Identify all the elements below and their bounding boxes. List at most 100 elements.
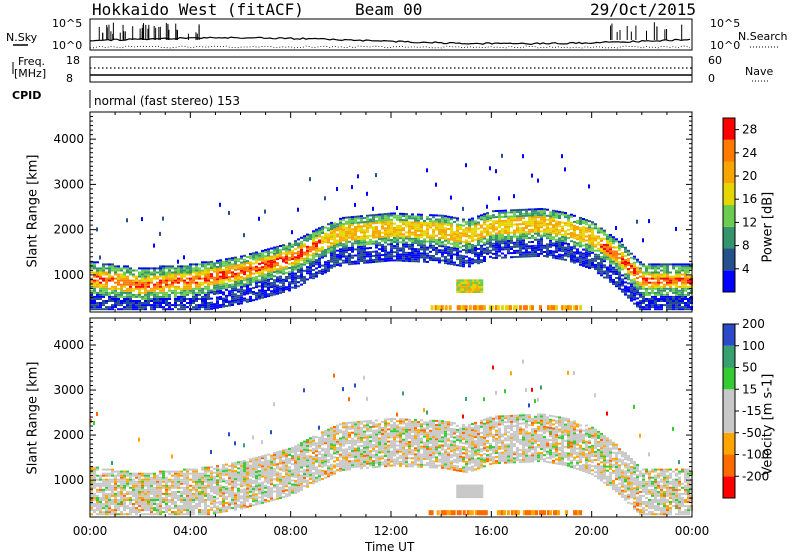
echo-cell <box>249 284 252 286</box>
echo-cell <box>387 223 390 225</box>
echo-cell <box>462 255 465 257</box>
echo-cell <box>345 257 348 259</box>
echo-cell <box>360 225 363 227</box>
echo-cell <box>300 253 303 255</box>
echo-cell <box>471 224 474 226</box>
echo-cell <box>357 248 360 250</box>
echo-cell <box>144 304 147 306</box>
echo-cell <box>414 258 417 260</box>
sparse-echo <box>495 169 497 173</box>
echo-cell <box>120 302 123 304</box>
echo-cell <box>336 254 339 256</box>
echo-cell <box>654 302 657 304</box>
echo-cell <box>132 473 135 475</box>
echo-cell <box>423 244 426 246</box>
echo-cell <box>327 242 330 244</box>
echo-cell <box>474 245 477 247</box>
echo-cell <box>450 231 453 233</box>
echo-cell <box>618 245 621 247</box>
echo-cell <box>117 495 120 497</box>
echo-cell <box>252 299 255 301</box>
echo-cell <box>552 220 555 222</box>
echo-cell <box>282 259 285 261</box>
echo-cell <box>456 250 459 252</box>
echo-cell <box>336 225 339 227</box>
echo-cell <box>294 285 297 287</box>
echo-cell <box>588 241 591 243</box>
echo-cell <box>348 216 351 218</box>
echo-cell <box>210 478 213 480</box>
echo-cell <box>591 242 594 244</box>
echo-cell <box>444 260 447 262</box>
echo-cell <box>153 272 156 274</box>
echo-cell <box>639 304 642 306</box>
echo-cell <box>285 258 288 260</box>
echo-cell <box>168 493 171 495</box>
echo-cell <box>675 263 678 265</box>
echo-cell <box>333 261 336 263</box>
echo-cell <box>594 237 597 239</box>
echo-cell <box>264 276 267 278</box>
echo-cell <box>96 286 99 288</box>
echo-cell <box>156 487 159 489</box>
echo-cell <box>198 501 201 503</box>
echo-cell <box>486 220 489 222</box>
echo-cell <box>150 489 153 491</box>
echo-cell <box>438 237 441 239</box>
echo-cell <box>123 274 126 276</box>
echo-cell <box>408 221 411 223</box>
echo-cell <box>519 213 522 215</box>
echo-cell <box>591 229 594 231</box>
echo-cell <box>471 252 474 254</box>
echo-cell <box>510 216 513 218</box>
echo-cell <box>423 249 426 251</box>
echo-cell <box>267 293 270 295</box>
echo-cell <box>633 288 636 290</box>
echo-cell <box>627 264 630 266</box>
echo-cell <box>150 290 153 292</box>
echo-cell <box>105 499 108 501</box>
echo-cell <box>222 298 225 300</box>
echo-cell <box>186 267 189 269</box>
echo-cell <box>93 292 96 294</box>
echo-cell <box>399 229 402 231</box>
echo-cell <box>129 306 132 308</box>
echo-cell <box>108 481 111 483</box>
echo-cell <box>174 477 177 479</box>
echo-cell <box>651 298 654 300</box>
echo-cell <box>633 268 636 270</box>
echo-cell <box>207 513 210 515</box>
echo-cell <box>504 246 507 248</box>
echo-cell <box>342 254 345 256</box>
echo-cell <box>171 290 174 292</box>
echo-cell <box>372 235 375 237</box>
echo-cell <box>579 256 582 258</box>
echo-cell <box>309 277 312 279</box>
echo-cell <box>543 223 546 225</box>
sparse-echo <box>465 163 467 167</box>
echo-cell <box>231 273 234 275</box>
echo-cell <box>537 216 540 218</box>
echo-cell <box>480 225 483 227</box>
echo-cell <box>168 485 171 487</box>
echo-cell <box>180 511 183 513</box>
colorbar-tick-label: 12 <box>742 215 757 229</box>
echo-cell <box>126 471 129 473</box>
echo-cell <box>138 509 141 511</box>
echo-cell <box>303 282 306 284</box>
echo-cell <box>213 490 216 492</box>
echo-cell <box>213 502 216 504</box>
echo-cell <box>198 483 201 485</box>
echo-cell <box>108 479 111 481</box>
echo-cell <box>438 249 441 251</box>
echo-cell <box>492 216 495 218</box>
echo-cell <box>516 238 519 240</box>
echo-cell <box>423 247 426 249</box>
echo-cell <box>159 267 162 269</box>
echo-cell <box>330 261 333 263</box>
echo-cell <box>525 209 528 211</box>
echo-cell <box>342 229 345 231</box>
echo-cell <box>171 292 174 294</box>
echo-cell <box>228 264 231 266</box>
echo-cell <box>141 284 144 286</box>
